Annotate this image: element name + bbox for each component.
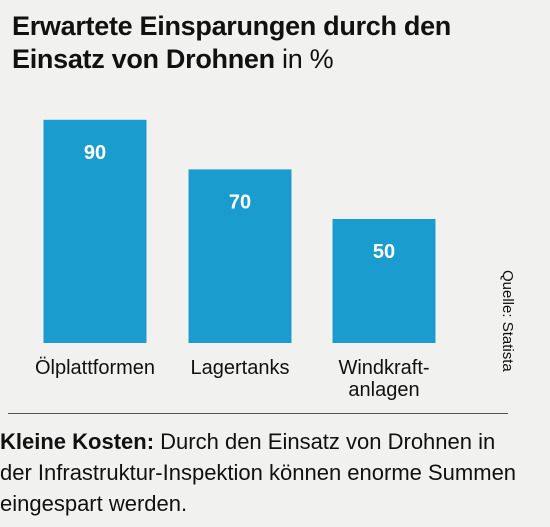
caption-lead: Kleine Kosten: [0,429,155,454]
category-label-1: Ölplattformen [35,357,155,379]
bar-1 [43,119,147,343]
bar-2 [188,169,292,343]
value-label-2: 70 [229,191,251,213]
chart-title-text: Erwartete Einsparungen durch den Einsatz… [12,11,451,74]
value-label-3: 50 [373,241,395,263]
chart-title: Erwartete Einsparungen durch den Einsatz… [12,10,532,76]
bar-3 [332,219,436,343]
category-label-2: Lagertanks [191,357,290,379]
category-label-3: Windkraft- [338,357,429,379]
divider [8,413,508,414]
chart-title-unit: in % [282,44,334,74]
caption-text: Durch den Einsatz von Drohnen in der Inf… [0,429,517,516]
caption: Kleine Kosten: Durch den Einsatz von Dro… [0,426,520,519]
category-label-3: anlagen [348,379,419,401]
value-label-1: 90 [84,142,106,164]
source-note: Quelle: Statista [499,270,516,372]
